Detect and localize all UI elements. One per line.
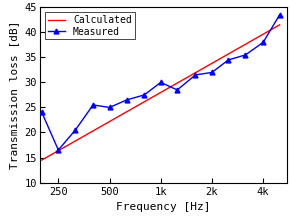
Measured [91,104,95,106]
Measured [40,111,44,114]
Line: Measured: Measured [39,12,282,152]
Measured [175,89,179,91]
Measured [261,41,265,44]
Measured [142,94,146,96]
Measured [210,71,214,74]
Measured [125,99,128,101]
Measured [74,129,77,131]
Measured [108,106,111,109]
Measured [159,81,162,84]
Measured [57,149,60,151]
Measured [194,74,197,76]
Y-axis label: Transmission loss [dB]: Transmission loss [dB] [9,21,19,169]
Measured [227,59,230,61]
Legend: Calculated, Measured: Calculated, Measured [45,12,135,39]
X-axis label: Frequency [Hz]: Frequency [Hz] [116,202,211,212]
Measured [278,13,281,16]
Measured [244,54,247,56]
